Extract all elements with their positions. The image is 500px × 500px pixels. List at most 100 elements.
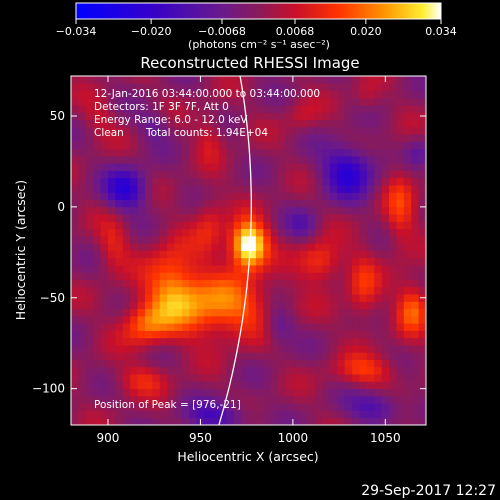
heatmap-pixel <box>211 141 220 150</box>
heatmap-pixel <box>374 214 383 222</box>
heatmap-pixel <box>344 170 353 179</box>
heatmap-pixel <box>181 374 190 382</box>
heatmap-pixel <box>322 352 331 360</box>
heatmap-pixel <box>241 279 249 288</box>
heatmap-pixel <box>337 119 346 128</box>
heatmap-pixel <box>255 337 264 346</box>
heatmap-pixel <box>218 148 227 157</box>
heatmap-pixel <box>255 185 264 193</box>
heatmap-pixel <box>122 90 131 99</box>
heatmap-pixel <box>189 97 198 106</box>
heatmap-pixel <box>255 279 264 288</box>
heatmap-pixel <box>115 97 124 106</box>
heatmap-pixel <box>107 323 116 331</box>
heatmap-pixel <box>189 265 198 273</box>
heatmap-pixel <box>366 301 375 310</box>
x-tick-label: 1050 <box>370 431 401 445</box>
heatmap-pixel <box>344 105 353 113</box>
heatmap-pixel <box>71 221 79 230</box>
heatmap-pixel <box>389 286 397 295</box>
heatmap-pixel <box>292 170 301 179</box>
heatmap-pixel <box>218 105 227 113</box>
heatmap-pixel <box>352 417 360 425</box>
heatmap-pixel <box>211 381 220 390</box>
heatmap-pixel <box>352 403 360 411</box>
heatmap-pixel <box>233 286 242 295</box>
heatmap-pixel <box>352 105 360 113</box>
heatmap-pixel <box>144 192 153 200</box>
heatmap-pixel <box>374 76 383 84</box>
heatmap-pixel <box>292 206 301 215</box>
heatmap-pixel <box>381 112 390 121</box>
heatmap-pixel <box>381 206 390 215</box>
heatmap-pixel <box>226 97 235 106</box>
heatmap-pixel <box>263 352 272 360</box>
heatmap-pixel <box>71 366 79 375</box>
heatmap-pixel <box>122 374 131 382</box>
heatmap-pixel <box>144 395 153 404</box>
heatmap-pixel <box>218 134 227 142</box>
heatmap-pixel <box>403 381 412 390</box>
heatmap-pixel <box>196 126 205 135</box>
heatmap-pixel <box>255 257 264 266</box>
heatmap-pixel <box>270 243 279 251</box>
heatmap-pixel <box>137 126 146 135</box>
heatmap-pixel <box>204 272 212 280</box>
heatmap-pixel <box>359 250 368 259</box>
heatmap-pixel <box>100 323 109 331</box>
heatmap-pixel <box>100 126 109 135</box>
heatmap-pixel <box>130 206 138 215</box>
heatmap-pixel <box>167 163 175 171</box>
heatmap-pixel <box>396 199 405 208</box>
heatmap-pixel <box>352 381 360 390</box>
heatmap-pixel <box>71 199 79 208</box>
heatmap-pixel <box>85 214 94 222</box>
heatmap-pixel <box>278 214 286 222</box>
heatmap-pixel <box>396 403 405 411</box>
heatmap-pixel <box>418 90 426 99</box>
heatmap-pixel <box>374 163 383 171</box>
heatmap-pixel <box>130 83 138 91</box>
heatmap-pixel <box>315 403 323 411</box>
heatmap-pixel <box>196 177 205 186</box>
peak-position-text: Position of Peak = [976,-21] <box>94 399 241 411</box>
heatmap-pixel <box>122 97 131 106</box>
heatmap-pixel <box>352 214 360 222</box>
heatmap-pixel <box>396 395 405 404</box>
heatmap-pixel <box>233 243 242 251</box>
heatmap-pixel <box>329 83 338 91</box>
heatmap-pixel <box>292 345 301 353</box>
heatmap-pixel <box>418 163 426 171</box>
heatmap-pixel <box>337 315 346 324</box>
heatmap-pixel <box>411 359 420 368</box>
heatmap-pixel <box>78 395 87 404</box>
heatmap-pixel <box>381 250 390 259</box>
heatmap-pixel <box>248 214 257 222</box>
heatmap-pixel <box>196 388 205 397</box>
heatmap-pixel <box>159 170 168 179</box>
heatmap-pixel <box>300 105 309 113</box>
heatmap-pixel <box>204 155 212 164</box>
heatmap-pixel <box>137 105 146 113</box>
heatmap-pixel <box>115 155 124 164</box>
heatmap-pixel <box>270 134 279 142</box>
heatmap-pixel <box>78 83 87 91</box>
heatmap-pixel <box>226 403 235 411</box>
heatmap-pixel <box>285 403 294 411</box>
heatmap-pixel <box>107 410 116 419</box>
heatmap-pixel <box>211 97 220 106</box>
heatmap-pixel <box>389 395 397 404</box>
heatmap-pixel <box>218 141 227 150</box>
heatmap-pixel <box>159 192 168 200</box>
heatmap-pixel <box>204 112 212 121</box>
heatmap-pixel <box>144 330 153 339</box>
heatmap-pixel <box>248 272 257 280</box>
heatmap-pixel <box>174 279 183 288</box>
heatmap-pixel <box>359 83 368 91</box>
heatmap-pixel <box>359 265 368 273</box>
heatmap-pixel <box>418 76 426 84</box>
heatmap-pixel <box>366 330 375 339</box>
heatmap-pixel <box>196 410 205 419</box>
heatmap-pixel <box>255 330 264 339</box>
